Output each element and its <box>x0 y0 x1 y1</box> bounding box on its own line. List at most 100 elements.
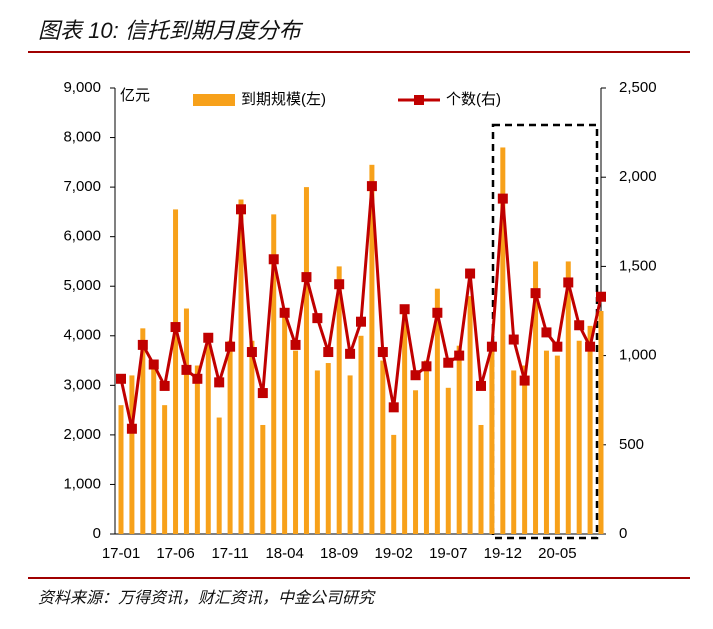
x-tick-label: 17-11 <box>211 545 248 562</box>
bar <box>369 164 375 535</box>
x-tick-label: 17-01 <box>102 545 140 562</box>
line-marker <box>399 304 410 315</box>
line-marker <box>159 380 170 391</box>
bar <box>173 209 179 534</box>
line-marker <box>246 347 257 358</box>
line-marker <box>279 307 290 318</box>
x-tick-label: 18-09 <box>320 545 358 562</box>
y2-tick-label: 1,000 <box>619 347 657 364</box>
line-marker <box>126 423 137 434</box>
bar <box>282 311 288 534</box>
line-marker <box>366 181 377 192</box>
bar <box>554 355 560 534</box>
y-tick-label: 5,000 <box>63 277 101 294</box>
line-marker <box>192 373 203 384</box>
y2-tick-label: 0 <box>619 525 627 542</box>
bar <box>402 311 408 534</box>
y-unit: 亿元 <box>120 87 150 104</box>
line-marker <box>116 373 126 384</box>
bar <box>347 375 353 534</box>
line-marker <box>181 364 192 375</box>
bar <box>587 325 593 534</box>
line-marker <box>257 388 268 399</box>
line-marker <box>301 272 312 283</box>
bar <box>238 199 244 534</box>
line-marker <box>345 348 356 359</box>
legend-label: 到期规模(左) <box>241 91 326 108</box>
bar <box>576 340 582 534</box>
legend-swatch <box>193 94 235 106</box>
bar <box>445 387 451 534</box>
line-marker <box>508 334 519 345</box>
highlight-box <box>491 123 599 540</box>
bar <box>478 424 484 534</box>
source: 资料来源：万得资讯，财汇资讯，中金公司研究 <box>38 589 376 607</box>
line-marker <box>268 254 279 265</box>
line-marker <box>170 322 181 333</box>
bar <box>293 350 299 534</box>
y-tick-label: 8,000 <box>63 129 101 146</box>
bar <box>205 340 211 534</box>
bar <box>194 365 200 534</box>
y-tick-label: 6,000 <box>63 228 101 245</box>
line-marker <box>388 402 399 413</box>
y-tick-label: 2,000 <box>63 426 101 443</box>
y2-tick-label: 500 <box>619 436 644 453</box>
bar <box>151 360 157 534</box>
y2-tick-label: 2,000 <box>619 168 657 185</box>
line-marker <box>421 361 432 372</box>
bar <box>183 308 189 534</box>
line-marker <box>377 347 388 358</box>
line-marker <box>530 288 541 299</box>
bar <box>543 350 549 534</box>
line-marker <box>312 313 323 324</box>
line-marker <box>497 193 508 204</box>
line-marker <box>323 347 334 358</box>
bar <box>565 261 571 534</box>
x-tick-label: 19-02 <box>375 545 413 562</box>
bar <box>434 288 440 534</box>
legend-label: 个数(右) <box>446 91 501 108</box>
bar <box>118 405 124 534</box>
line-marker <box>519 375 530 386</box>
line-marker <box>148 359 159 370</box>
y2-tick-label: 1,500 <box>619 257 657 274</box>
line-marker <box>137 339 148 350</box>
bar <box>413 390 419 534</box>
bar <box>303 187 309 534</box>
x-tick-label: 19-07 <box>429 545 467 562</box>
bar <box>380 360 386 534</box>
y-tick-label: 0 <box>93 525 101 542</box>
x-tick-label: 17-06 <box>156 545 194 562</box>
bar <box>129 375 135 534</box>
bar <box>467 296 473 534</box>
x-tick-label: 18-04 <box>265 545 303 562</box>
bar <box>423 360 429 534</box>
line-marker <box>432 307 443 318</box>
bar <box>598 311 604 534</box>
line-marker <box>214 377 225 388</box>
chart-title: 图表 10: 信托到期月度分布 <box>38 18 304 43</box>
line-marker <box>410 370 421 381</box>
bar <box>336 266 342 534</box>
line-marker <box>585 341 596 352</box>
bar <box>522 365 528 534</box>
y-tick-label: 7,000 <box>63 178 101 195</box>
bar <box>216 417 222 534</box>
x-tick-label: 19-12 <box>484 545 522 562</box>
bar <box>227 340 233 534</box>
line-marker <box>356 316 366 327</box>
bar <box>500 147 506 534</box>
bar <box>391 434 397 534</box>
line-marker <box>236 204 246 215</box>
y-tick-label: 3,000 <box>63 376 101 393</box>
y2-tick-label: 2,500 <box>619 79 657 96</box>
bar <box>314 370 320 534</box>
bar <box>358 335 364 534</box>
y-tick-label: 4,000 <box>63 327 101 344</box>
x-tick-label: 20-05 <box>538 545 576 562</box>
line-marker <box>454 350 465 361</box>
bar <box>489 345 495 534</box>
y-tick-label: 1,000 <box>63 475 101 492</box>
